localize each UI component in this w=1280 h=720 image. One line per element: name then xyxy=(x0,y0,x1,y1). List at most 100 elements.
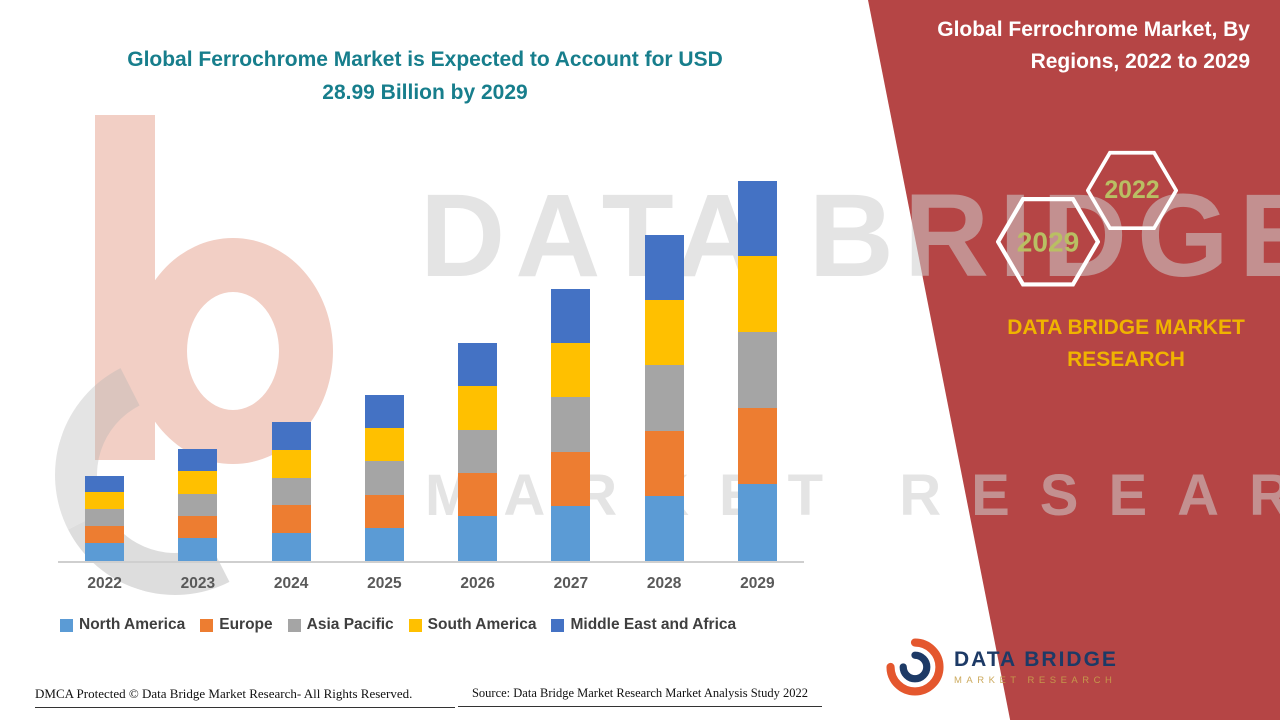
x-labels-row: 2022 2023 2024 2025 2026 2027 2028 2029 xyxy=(58,575,804,593)
bar-column-2022 xyxy=(58,163,151,561)
bar-stack-2022 xyxy=(85,475,125,561)
legend-swatch-asia-pacific xyxy=(287,618,301,632)
bar-stack-2024 xyxy=(271,422,311,561)
bar-segment-2026-asia-pacific xyxy=(458,429,498,474)
x-label-2026: 2026 xyxy=(460,575,495,592)
bar-segment-2027-north-america xyxy=(551,505,591,561)
bar-stack-2028 xyxy=(644,234,684,561)
bar-stack-2023 xyxy=(178,448,218,561)
bar-segment-2023-north-america xyxy=(178,538,218,561)
bar-column-2023 xyxy=(151,163,244,561)
brand-wordmark-line1: DATA BRIDGE MARKET xyxy=(1007,316,1245,339)
bar-segment-2025-europe xyxy=(364,494,404,528)
bar-column-2026 xyxy=(431,163,524,561)
x-label-2024: 2024 xyxy=(273,575,309,592)
bar-column-2028 xyxy=(618,163,711,561)
x-label-2023: 2023 xyxy=(180,575,216,592)
bar-segment-2023-middle-east-and-africa xyxy=(178,448,218,472)
legend-swatch-north-america xyxy=(60,618,73,632)
bar-segment-2022-middle-east-and-africa xyxy=(85,475,125,493)
bar-segment-2024-middle-east-and-africa xyxy=(271,422,311,450)
bar-segment-2024-south-america xyxy=(271,449,311,478)
legend-item-north-america: North America xyxy=(60,616,185,634)
bar-segment-2029-north-america xyxy=(737,484,777,561)
legend-label-asia-pacific: Asia Pacific xyxy=(306,616,394,633)
x-label-2028: 2028 xyxy=(646,575,682,592)
chart-title: Global Ferrochrome Market is Expected to… xyxy=(60,44,790,109)
legend: North America Europe Asia Pacific South Ame… xyxy=(60,616,840,634)
legend-label-middle-east-and-africa: Middle East and Africa xyxy=(570,616,737,633)
bar-segment-2025-asia-pacific xyxy=(364,461,404,495)
plot-area xyxy=(58,163,804,563)
x-label-2029: 2029 xyxy=(740,575,775,592)
bar-segment-2027-asia-pacific xyxy=(551,397,591,452)
dmca-notice: DMCA Protected © Data Bridge Market Rese… xyxy=(35,686,455,708)
bar-segment-2022-asia-pacific xyxy=(85,509,125,527)
bar-segment-2024-north-america xyxy=(271,532,311,561)
bar-segment-2024-asia-pacific xyxy=(271,477,311,506)
brand-wordmark: DATA BRIDGE MARKET RESEARCH xyxy=(996,312,1256,375)
bar-segment-2027-middle-east-and-africa xyxy=(551,289,591,343)
logo-name: DATA BRIDGE xyxy=(954,648,1118,671)
bar-stack-2026 xyxy=(458,342,498,561)
legend-label-south-america: South America xyxy=(427,616,537,633)
x-label-2022: 2022 xyxy=(87,575,122,592)
logo-text: DATA BRIDGE MARKET RESEARCH xyxy=(954,648,1118,686)
logo-subtitle: MARKET RESEARCH xyxy=(954,675,1117,686)
bar-segment-2024-europe xyxy=(271,505,311,533)
brand-wordmark-line2: RESEARCH xyxy=(1067,347,1185,371)
bar-segment-2027-europe xyxy=(551,451,591,506)
bar-segment-2023-south-america xyxy=(178,471,218,494)
x-label-2025: 2025 xyxy=(367,575,402,592)
legend-swatch-europe xyxy=(200,618,214,632)
hexagon-2022-outline xyxy=(1086,150,1178,231)
bar-segment-2022-north-america xyxy=(85,543,125,561)
bar-segment-2023-asia-pacific xyxy=(178,493,218,516)
bar-segment-2028-europe xyxy=(644,430,684,496)
legend-swatch-middle-east-and-africa xyxy=(551,618,565,632)
bar-segment-2026-middle-east-and-africa xyxy=(458,342,498,386)
legend-label-north-america: North America xyxy=(79,616,186,633)
bars-row xyxy=(58,163,804,561)
bar-segment-2025-north-america xyxy=(364,527,404,561)
source-note: Source: Data Bridge Market Research Mark… xyxy=(458,686,822,707)
bar-segment-2029-europe xyxy=(737,408,777,485)
data-bridge-logo-icon xyxy=(886,638,944,696)
bar-segment-2022-europe xyxy=(85,526,125,544)
bar-column-2027 xyxy=(524,163,617,561)
legend-label-europe: Europe xyxy=(219,616,273,633)
chart-title-line2: 28.99 Billion by 2029 xyxy=(322,80,528,104)
bar-segment-2027-south-america xyxy=(551,342,591,398)
legend-item-middle-east-and-africa: Middle East and Africa xyxy=(551,616,736,634)
footer-logo: DATA BRIDGE MARKET RESEARCH xyxy=(886,638,1118,696)
legend-item-europe: Europe xyxy=(200,616,273,634)
bar-stack-2025 xyxy=(364,395,404,561)
bar-segment-2028-north-america xyxy=(644,495,684,561)
x-label-2027: 2027 xyxy=(553,575,589,592)
chart-title-line1: Global Ferrochrome Market is Expected to… xyxy=(127,48,723,71)
bar-stack-2027 xyxy=(551,289,591,561)
legend-swatch-south-america xyxy=(408,618,422,632)
bar-segment-2028-asia-pacific xyxy=(644,365,684,431)
bar-segment-2028-middle-east-and-africa xyxy=(644,234,684,301)
bar-column-2024 xyxy=(245,163,338,561)
legend-item-asia-pacific: Asia Pacific xyxy=(287,616,394,634)
bar-segment-2023-europe xyxy=(178,515,218,539)
bar-segment-2026-europe xyxy=(458,473,498,517)
bar-segment-2029-asia-pacific xyxy=(737,332,777,409)
hexagon-2029-label: 2029 xyxy=(1017,226,1079,257)
bar-segment-2029-middle-east-and-africa xyxy=(737,181,777,257)
bar-segment-2028-south-america xyxy=(644,300,684,366)
bar-stack-2029 xyxy=(737,181,777,561)
legend-item-south-america: South America xyxy=(408,616,537,634)
bar-segment-2026-south-america xyxy=(458,385,498,430)
panel-heading: Global Ferrochrome Market, By Regions, 2… xyxy=(937,18,1250,73)
bar-column-2025 xyxy=(338,163,431,561)
bar-segment-2029-south-america xyxy=(737,256,777,333)
hexagon-2029: 2029 xyxy=(996,197,1100,287)
bar-segment-2022-south-america xyxy=(85,492,125,510)
bar-segment-2025-middle-east-and-africa xyxy=(364,395,404,429)
bar-segment-2026-north-america xyxy=(458,516,498,561)
hexagon-2022: 2022 xyxy=(1086,150,1178,231)
